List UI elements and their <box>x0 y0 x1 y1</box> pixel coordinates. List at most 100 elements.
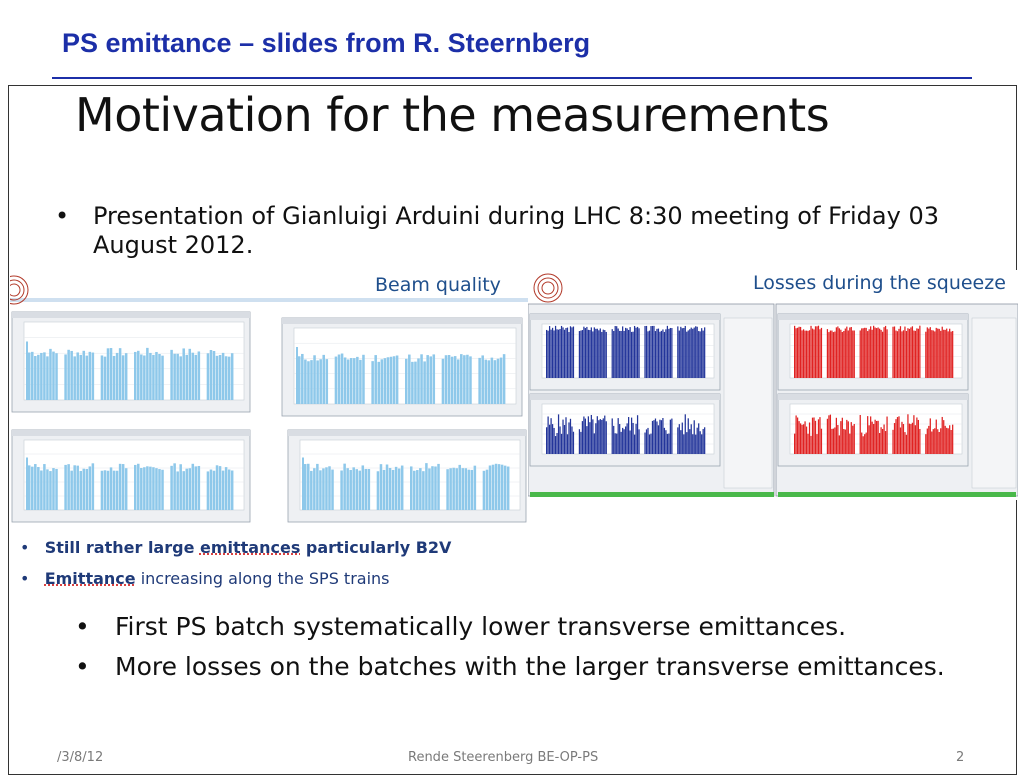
losses-image <box>528 270 1018 500</box>
bar-mark <box>428 468 431 510</box>
bar-mark <box>89 466 92 510</box>
bar-mark <box>198 466 201 510</box>
bar-mark <box>851 422 852 454</box>
bar-mark <box>627 328 628 378</box>
bar-mark <box>916 328 917 378</box>
bar-mark <box>912 326 913 378</box>
bar-mark <box>942 417 943 454</box>
bar-mark <box>451 357 454 404</box>
bar-mark <box>547 331 548 378</box>
bar-mark <box>52 352 55 400</box>
bar-mark <box>116 353 119 400</box>
bar-mark <box>73 465 76 510</box>
bar-mark <box>849 434 850 454</box>
bar-mark <box>939 329 940 378</box>
bar-mark <box>368 469 371 510</box>
bar-mark <box>185 355 188 400</box>
bar-mark <box>471 470 474 510</box>
bar-mark <box>864 328 865 378</box>
bar-mark <box>481 355 484 404</box>
bar-mark <box>634 435 635 454</box>
bar-mark <box>652 326 653 378</box>
bar-mark <box>837 326 838 378</box>
bar-mark <box>182 348 185 400</box>
chart-window <box>530 394 720 466</box>
bar-mark <box>869 425 870 454</box>
losses-screenshot: Losses during the squeeze <box>528 270 1018 500</box>
bar-mark <box>40 353 43 400</box>
bar-mark <box>425 463 428 510</box>
bar-mark <box>927 327 928 378</box>
bar-mark <box>816 434 817 454</box>
bar-mark <box>667 326 668 378</box>
bar-mark <box>433 354 436 404</box>
bar-mark <box>137 464 140 510</box>
bar-mark <box>906 435 907 454</box>
bar-mark <box>837 425 838 454</box>
bar-mark <box>943 420 944 454</box>
bar-mark <box>695 326 696 378</box>
bar-mark <box>55 469 58 510</box>
bar-mark <box>304 359 307 404</box>
bar-mark <box>562 327 563 378</box>
bar-mark <box>652 421 653 454</box>
bar-mark <box>851 327 852 378</box>
bar-mark <box>393 356 396 404</box>
bar-mark <box>570 326 571 378</box>
bar-mark <box>615 433 616 454</box>
bar-mark <box>671 328 672 378</box>
bar-mark <box>629 431 630 454</box>
bar-mark <box>819 329 820 378</box>
bar-mark <box>839 328 840 378</box>
bar-mark <box>685 414 686 454</box>
bar-mark <box>839 435 840 454</box>
bar-mark <box>810 436 811 454</box>
bullet-text: Presentation of Gianluigi Arduini during… <box>93 202 965 260</box>
bar-mark <box>945 330 946 378</box>
bar-mark <box>579 331 580 378</box>
bar-mark <box>67 350 70 400</box>
bar-mark <box>598 330 599 378</box>
bar-mark <box>458 465 461 510</box>
bar-mark <box>601 420 602 454</box>
bar-mark <box>79 355 82 400</box>
bar-mark <box>219 466 222 510</box>
bar-mark <box>951 430 952 454</box>
beam-quality-caption: Beam quality <box>375 274 501 296</box>
bar-mark <box>655 419 656 454</box>
bar-mark <box>913 331 914 378</box>
bar-mark <box>582 421 583 454</box>
bar-mark <box>876 421 877 454</box>
bar-mark <box>688 330 689 378</box>
bar-mark <box>231 470 234 510</box>
bar-mark <box>455 468 458 510</box>
bar-mark <box>940 428 941 454</box>
bar-mark <box>613 331 614 378</box>
bar-mark <box>362 465 365 510</box>
bar-mark <box>622 428 623 454</box>
bar-mark <box>879 433 880 454</box>
bullet-first-ps-batch: • First PS batch systematically lower tr… <box>75 612 975 642</box>
bar-mark <box>827 419 828 454</box>
bar-mark <box>670 420 671 454</box>
bar-mark <box>161 470 164 510</box>
bar-mark <box>801 425 802 454</box>
bar-mark <box>213 351 216 400</box>
bar-mark <box>689 329 690 378</box>
bar-mark <box>70 471 73 510</box>
bar-mark <box>422 471 425 510</box>
bar-mark <box>325 467 328 510</box>
bar-mark <box>624 429 625 454</box>
bar-mark <box>948 428 949 454</box>
bullet-text: More losses on the batches with the larg… <box>115 652 975 682</box>
bar-mark <box>571 426 572 454</box>
bar-mark <box>864 434 865 454</box>
bar-mark <box>927 429 928 454</box>
bar-mark <box>631 332 632 378</box>
bar-mark <box>322 468 325 510</box>
bar-mark <box>390 357 393 404</box>
bar-mark <box>638 429 639 454</box>
bar-mark <box>936 328 937 378</box>
bar-mark <box>583 416 584 454</box>
bar-mark <box>173 354 176 400</box>
